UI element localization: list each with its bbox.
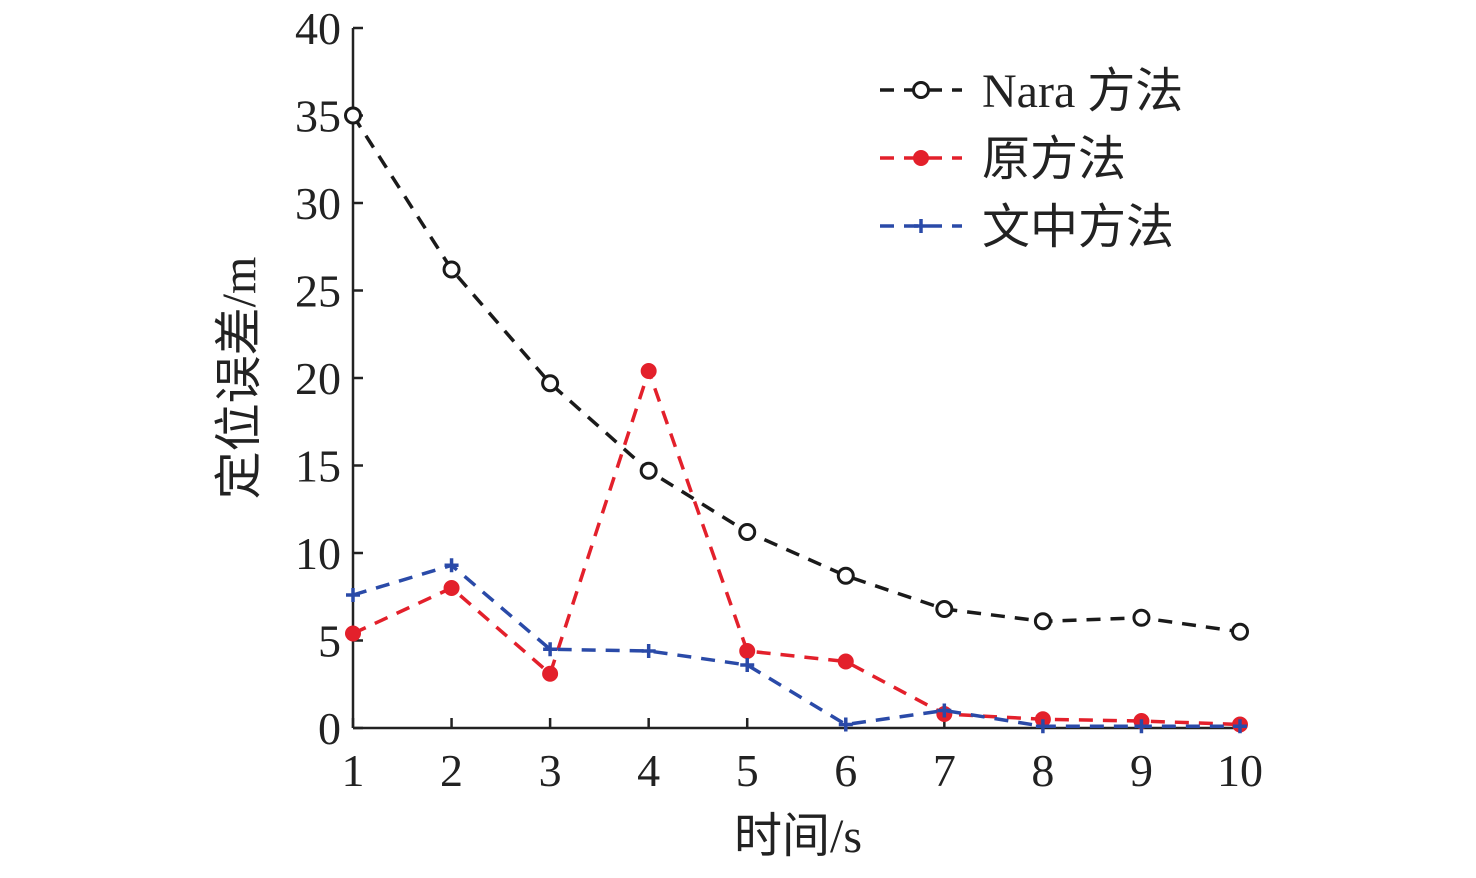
y-tick-label: 35 [295,91,341,142]
data-point [444,558,459,573]
legend-entry-3: 文中方法 [880,201,1174,254]
y-tick-label: 40 [295,3,341,54]
data-point [641,644,656,658]
data-point [1033,612,1052,631]
data-point [541,374,560,393]
x-tick-label: 1 [342,745,365,796]
legend-label: Nara 方法 [982,65,1183,118]
data-point [937,703,952,718]
x-tick-label: 3 [539,745,562,796]
x-tick-label: 6 [834,745,857,796]
x-tick-label: 4 [637,745,660,796]
data-point [935,600,954,618]
series-3 [346,558,1247,734]
y-tick-label: 0 [318,703,341,754]
data-point [345,625,361,642]
y-axis-title: 定位误差/m [213,257,266,500]
data-point [640,363,657,379]
legend-marker [912,81,930,99]
x-tick-label: 9 [1130,745,1153,796]
data-point [543,642,558,657]
series-line [352,563,1240,729]
legend-label: 原方法 [982,133,1126,186]
x-tick-label: 8 [1031,745,1054,796]
legend-marker [913,150,929,166]
series-1 [344,106,1249,641]
data-point [1233,719,1247,734]
y-tick-label: 25 [295,266,341,317]
legend-entry-1: Nara 方法 [880,65,1183,118]
data-point [836,566,855,585]
data-point [344,106,362,125]
x-tick-label: 7 [933,745,956,796]
x-tick-label: 10 [1217,745,1263,796]
data-point [837,653,854,670]
y-tick-label: 30 [295,178,341,229]
series-line [351,114,1241,634]
series-line [352,365,1241,727]
y-tick-label: 5 [318,616,341,667]
data-point [838,717,853,732]
data-point [739,643,756,659]
data-point [1134,719,1149,734]
y-tick-label: 15 [295,441,341,492]
y-tick-label: 10 [295,528,341,579]
data-point [1035,719,1050,734]
data-point [346,588,360,602]
x-axis-title: 时间/s [734,810,862,863]
legend-entry-2: 原方法 [880,133,1126,186]
series-2 [345,363,1248,733]
data-point [1231,622,1249,641]
data-point [738,523,757,541]
plot-area [344,106,1249,734]
data-point [740,658,755,672]
y-tick-label: 20 [295,353,341,404]
data-point [639,461,658,480]
legend-marker [914,219,928,233]
data-point [443,580,460,596]
axes: 0 5 10 15 20 25 30 35 40 1 2 3 4 5 6 7 8 9 10 [295,3,1263,796]
x-tick-label: 5 [736,745,759,796]
data-point [542,665,559,682]
data-point [442,260,461,279]
x-tick-label: 2 [440,745,463,796]
data-point [1132,608,1151,627]
legend-label: 文中方法 [982,201,1174,254]
